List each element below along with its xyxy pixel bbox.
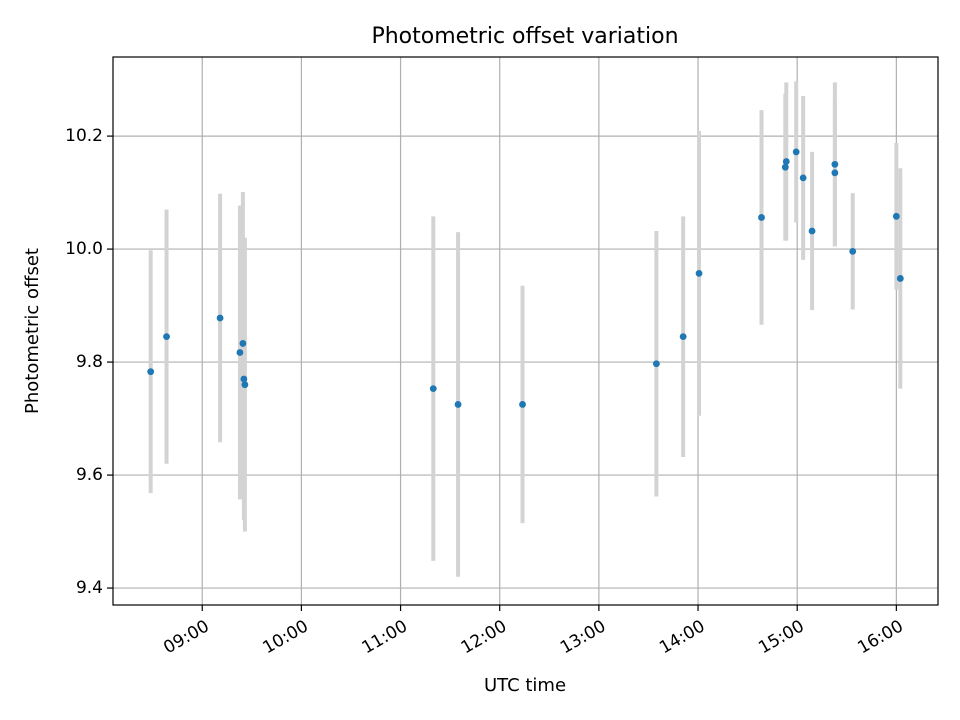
data-point (831, 169, 839, 177)
data-point (240, 375, 248, 383)
data-point (831, 160, 839, 168)
data-point (147, 368, 155, 376)
x-axis-label: UTC time (484, 675, 566, 696)
data-point (454, 401, 462, 408)
data-point (808, 227, 816, 235)
data-point (792, 148, 800, 156)
y-tick-label: 9.6 (76, 465, 103, 485)
data-point (679, 333, 687, 341)
chart-title: Photometric offset variation (371, 24, 678, 49)
data-point (216, 314, 224, 322)
data-point (519, 401, 526, 408)
y-tick-label: 10.0 (65, 239, 103, 259)
data-point (241, 381, 249, 389)
data-point (163, 333, 170, 341)
data-point (892, 212, 900, 220)
data-point (239, 340, 247, 347)
plot-frame (112, 56, 939, 606)
data-point (782, 158, 790, 165)
data-point (429, 385, 437, 393)
data-point (758, 214, 765, 221)
y-axis-label: Photometric offset (22, 248, 43, 414)
data-point (799, 174, 807, 182)
y-tick-label: 10.2 (65, 126, 103, 146)
data-point (849, 247, 857, 255)
y-tick-label: 9.8 (76, 352, 103, 372)
data-point (896, 275, 904, 282)
data-point (236, 349, 244, 356)
y-tick-label: 9.4 (76, 578, 103, 598)
y-axis-ticks: 9.4 9.6 9.8 10.0 10.2 (65, 126, 113, 598)
data-points (147, 148, 904, 408)
data-point (781, 163, 789, 171)
data-point (652, 360, 660, 368)
data-point (695, 269, 703, 277)
